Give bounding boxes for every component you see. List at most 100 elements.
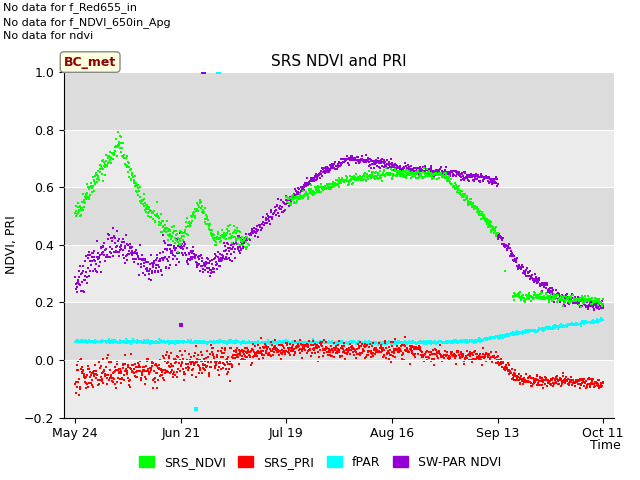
Point: [77, 369, 88, 376]
Point: [157, 217, 167, 225]
Point: [584, 300, 595, 308]
Point: [278, 343, 288, 350]
Point: [107, 149, 117, 156]
Point: [113, 248, 124, 256]
Point: [178, 338, 188, 346]
Point: [440, 174, 450, 181]
Point: [516, 265, 526, 273]
Point: [426, 338, 436, 346]
Point: [179, 238, 189, 246]
Point: [337, 161, 347, 168]
Point: [355, 175, 365, 183]
Point: [384, 355, 394, 363]
Point: [431, 167, 441, 174]
Point: [266, 338, 276, 346]
Point: [588, 297, 598, 305]
Point: [566, 296, 576, 304]
Point: [379, 166, 389, 174]
Point: [393, 164, 403, 171]
Point: [90, 247, 100, 254]
Point: [407, 168, 417, 175]
Point: [445, 179, 456, 187]
Point: [230, 354, 240, 361]
Point: [204, 226, 214, 234]
Point: [302, 191, 312, 199]
Point: [362, 156, 372, 164]
Point: [106, 154, 116, 162]
Point: [301, 340, 311, 348]
Point: [204, 255, 214, 263]
Point: [255, 339, 265, 347]
Point: [323, 167, 333, 174]
Point: [422, 340, 432, 348]
Point: [282, 198, 292, 206]
Point: [118, 337, 129, 345]
Point: [571, 377, 581, 384]
Point: [184, 218, 194, 226]
Point: [237, 348, 248, 356]
Point: [377, 171, 387, 179]
Point: [534, 294, 545, 302]
Point: [538, 384, 548, 392]
Point: [273, 338, 283, 346]
Point: [111, 338, 121, 346]
Point: [340, 349, 351, 357]
Point: [143, 368, 154, 376]
Point: [531, 291, 541, 299]
Point: [465, 174, 475, 181]
Point: [81, 252, 92, 259]
Point: [339, 178, 349, 185]
Point: [458, 337, 468, 345]
Point: [406, 338, 416, 346]
Point: [220, 337, 230, 345]
Point: [268, 345, 278, 353]
Point: [312, 173, 322, 181]
Point: [279, 347, 289, 355]
Point: [173, 337, 184, 345]
Point: [545, 289, 555, 297]
Point: [140, 373, 150, 381]
Point: [529, 327, 539, 335]
Point: [360, 340, 371, 348]
Point: [532, 275, 543, 283]
Point: [276, 356, 286, 363]
Point: [231, 339, 241, 347]
Point: [194, 370, 204, 377]
Point: [586, 300, 596, 307]
Point: [468, 201, 478, 209]
Point: [378, 351, 388, 359]
Point: [134, 188, 144, 195]
Point: [545, 298, 555, 306]
Point: [371, 344, 381, 352]
Point: [571, 297, 581, 304]
Point: [177, 352, 187, 360]
Point: [486, 175, 496, 183]
Point: [310, 190, 320, 197]
Point: [169, 244, 179, 252]
Point: [307, 338, 317, 346]
Point: [579, 299, 589, 306]
Point: [229, 222, 239, 229]
Point: [287, 344, 297, 352]
Point: [313, 184, 323, 192]
Point: [390, 167, 400, 175]
Point: [442, 338, 452, 346]
Point: [477, 176, 488, 184]
Point: [180, 251, 191, 259]
Point: [365, 348, 376, 356]
Point: [70, 210, 81, 217]
Point: [396, 355, 406, 362]
Point: [540, 294, 550, 301]
Point: [465, 350, 476, 358]
Point: [460, 169, 470, 177]
Point: [214, 338, 225, 346]
Point: [181, 337, 191, 345]
Point: [480, 335, 490, 343]
Point: [556, 375, 566, 383]
Point: [140, 256, 150, 264]
Point: [420, 162, 430, 170]
Point: [198, 361, 208, 369]
Point: [132, 367, 142, 374]
Point: [163, 264, 173, 272]
Point: [365, 340, 375, 348]
